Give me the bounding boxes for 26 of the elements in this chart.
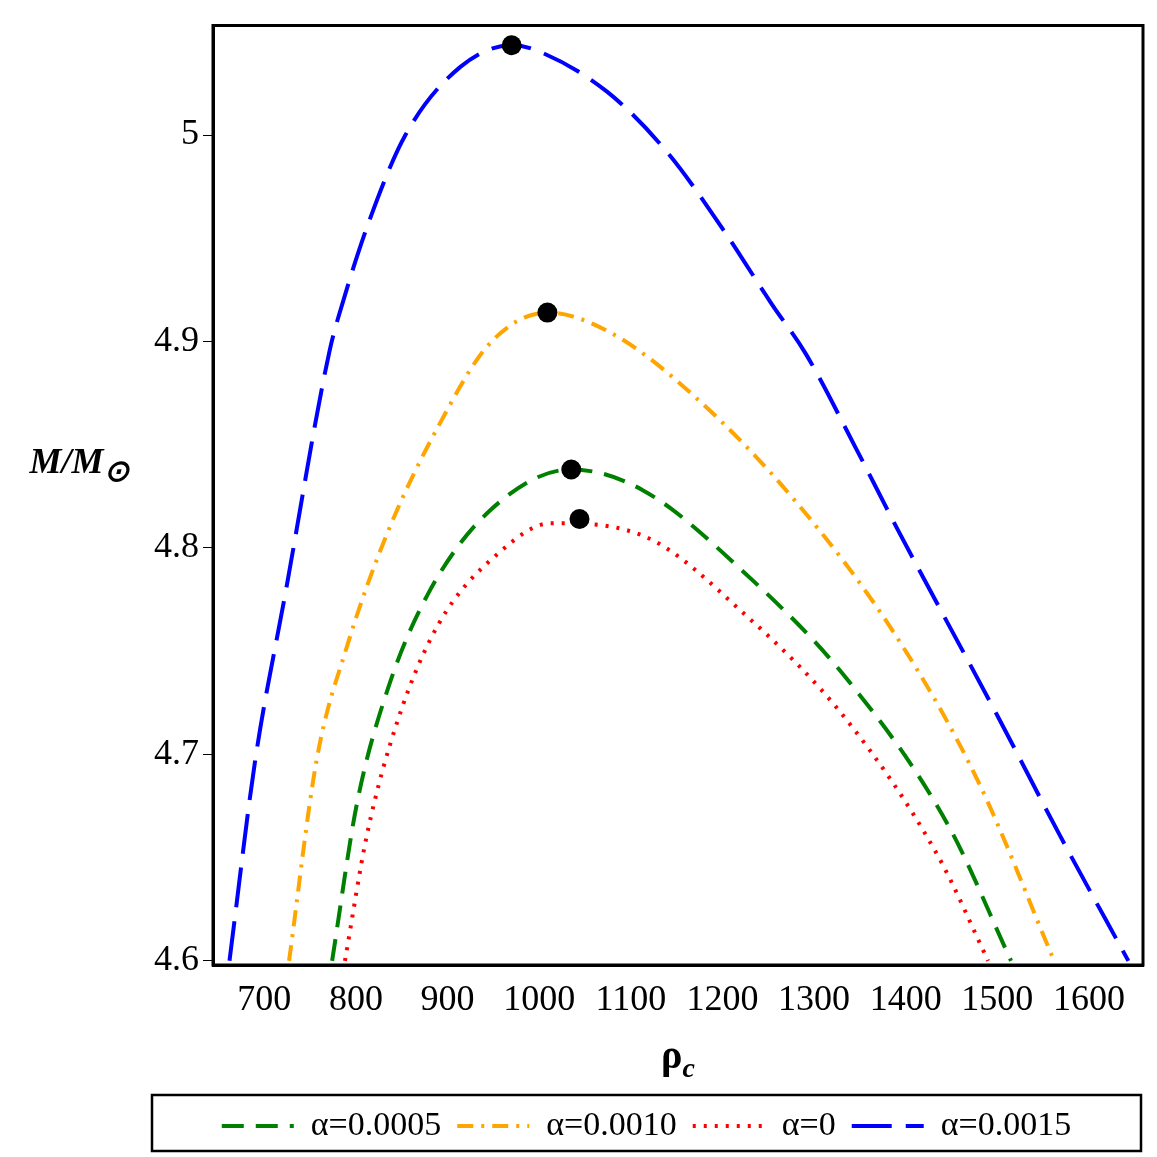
- legend-label: α=0.0005: [310, 1104, 442, 1142]
- x-tick-label: 700: [237, 978, 292, 1019]
- x-tick-label: 1300: [778, 978, 851, 1019]
- y-axis-title: M/M$_{⊙}$: [28, 440, 131, 489]
- x-tick-label: 800: [328, 978, 383, 1019]
- y-tick-label: 4.9: [154, 318, 199, 359]
- x-tick-label: 900: [420, 978, 475, 1019]
- point: [537, 302, 558, 323]
- x-tick-label: 1100: [595, 978, 667, 1019]
- point: [569, 509, 590, 530]
- x-tick-label: 1200: [686, 978, 759, 1019]
- y-tick-label: 5: [181, 112, 199, 153]
- line-series: [342, 521, 991, 963]
- x-tick-label: 1600: [1052, 978, 1125, 1019]
- y-tick-label: 4.8: [154, 525, 199, 566]
- point: [501, 35, 522, 56]
- legend-label: α=0.0015: [940, 1104, 1072, 1142]
- x-axis-title: ρ$_{c}$: [660, 1031, 696, 1084]
- y-tick-label: 4.6: [154, 938, 199, 979]
- y-tick-label: 4.7: [154, 731, 199, 772]
- x-tick-label: 1400: [869, 978, 942, 1019]
- x-tick-label: 1000: [503, 978, 576, 1019]
- x-tick-label: 1500: [961, 978, 1034, 1019]
- legend-label: α=0.0010: [546, 1104, 677, 1142]
- legend-label: α=0: [781, 1104, 836, 1142]
- point: [561, 459, 582, 480]
